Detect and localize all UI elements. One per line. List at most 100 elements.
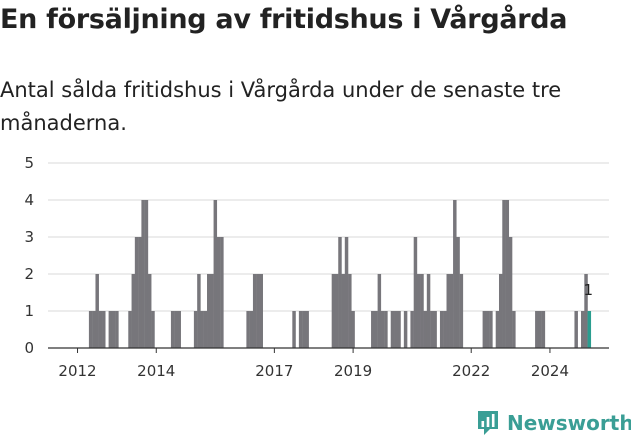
bar — [111, 311, 116, 348]
bar — [348, 274, 352, 348]
bar — [344, 237, 349, 348]
bar — [581, 311, 585, 348]
bar — [397, 311, 401, 348]
bar — [374, 311, 378, 348]
bar — [380, 311, 385, 348]
bar — [430, 311, 434, 348]
bar — [341, 274, 346, 348]
bar — [115, 311, 119, 348]
bar — [88, 311, 93, 348]
y-tick-label: 3 — [24, 228, 34, 246]
bar — [193, 311, 198, 348]
bar — [456, 237, 460, 348]
bar — [413, 237, 418, 348]
bar — [216, 237, 221, 348]
bar — [144, 200, 149, 348]
x-tick-label: 2012 — [58, 362, 96, 380]
chart-title: En försäljning av fritidshus i Vårgårda — [0, 4, 568, 35]
bar — [134, 237, 139, 348]
bar — [95, 274, 99, 348]
bar — [489, 311, 493, 348]
newsworthy-logo: Newsworthy — [476, 408, 631, 438]
bar — [210, 274, 214, 348]
bar — [508, 237, 513, 348]
bar — [384, 311, 388, 348]
newsworthy-logo-icon — [478, 411, 498, 435]
bar — [485, 311, 490, 348]
y-tick-label: 4 — [24, 191, 34, 209]
newsworthy-logo-text: Newsworthy — [507, 411, 631, 435]
bar — [423, 311, 428, 348]
bar — [394, 311, 398, 348]
bar — [170, 311, 175, 348]
axes — [48, 347, 609, 353]
bar — [200, 311, 204, 348]
bar — [207, 274, 211, 348]
bar — [574, 311, 578, 348]
bar — [246, 311, 250, 348]
bar — [108, 311, 113, 348]
bar — [147, 274, 152, 348]
bar — [177, 311, 181, 348]
bar — [482, 311, 487, 348]
bar — [541, 311, 546, 348]
bar — [141, 200, 145, 348]
bar — [256, 274, 260, 348]
bar — [512, 311, 516, 348]
bar — [439, 311, 444, 348]
bar — [302, 311, 306, 348]
bar — [128, 311, 132, 348]
bar — [390, 311, 395, 348]
bar — [252, 274, 257, 348]
bar — [213, 200, 218, 348]
bar — [249, 311, 254, 348]
bar — [334, 274, 339, 348]
bar — [416, 274, 421, 348]
bar — [203, 311, 208, 348]
bar — [298, 311, 303, 348]
bar — [305, 311, 309, 348]
bar — [449, 274, 454, 348]
bar — [98, 311, 103, 348]
bar — [495, 311, 500, 348]
bar — [403, 311, 408, 348]
bar — [433, 311, 437, 348]
bar — [426, 274, 431, 348]
x-tick-label: 2019 — [334, 362, 372, 380]
bar — [538, 311, 542, 348]
bar — [338, 237, 342, 348]
y-tick-label: 1 — [24, 302, 34, 320]
bar — [584, 274, 588, 348]
bar — [535, 311, 539, 348]
bar — [174, 311, 178, 348]
bar — [505, 200, 510, 348]
bar — [151, 311, 155, 348]
data-label: 1 — [584, 281, 594, 299]
bar — [377, 274, 382, 348]
bar — [138, 237, 142, 348]
chart-subtitle: Antal sålda fritidshus i Vårgårda under … — [0, 78, 562, 135]
x-tick-label: 2017 — [255, 362, 293, 380]
bar — [459, 274, 464, 348]
bar-highlight — [587, 311, 592, 348]
y-tick-label: 0 — [24, 339, 34, 357]
bar — [197, 274, 201, 348]
x-tick-label: 2024 — [531, 362, 569, 380]
bar — [102, 311, 106, 348]
bar — [92, 311, 96, 348]
y-tick-label: 5 — [24, 154, 34, 172]
bar — [292, 311, 296, 348]
bar — [498, 274, 503, 348]
bar — [410, 311, 414, 348]
x-tick-label: 2022 — [452, 362, 490, 380]
y-tick-label: 2 — [24, 265, 34, 283]
bar — [443, 311, 447, 348]
bar — [502, 200, 506, 348]
bar — [371, 311, 375, 348]
labels: 0 1 2 3 4 5 2012 2014 2017 2019 2022 2024 1 — [24, 154, 593, 380]
bars — [88, 200, 592, 348]
x-tick-label: 2014 — [137, 362, 175, 380]
bar — [420, 274, 424, 348]
bar — [220, 237, 224, 348]
